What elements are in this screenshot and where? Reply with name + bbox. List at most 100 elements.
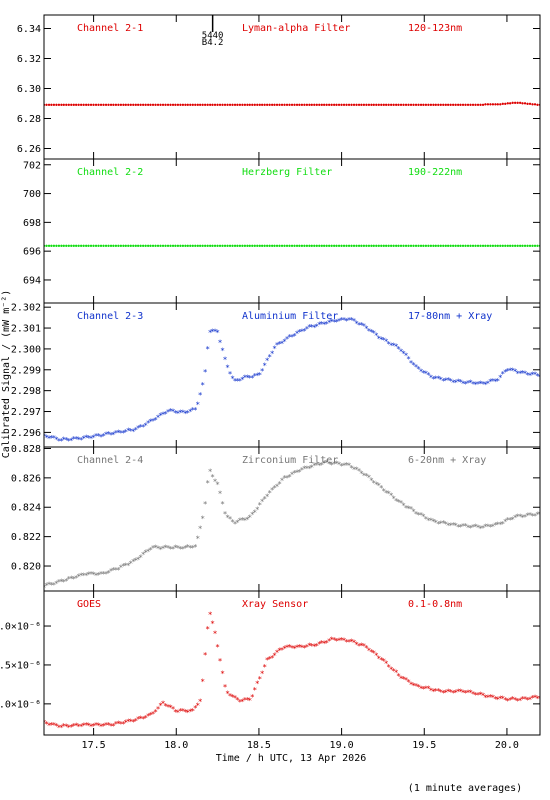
data-point: • <box>270 101 275 110</box>
data-point: * <box>411 361 416 370</box>
data-point: * <box>153 416 158 425</box>
data-point: • <box>61 242 66 251</box>
data-point: * <box>419 511 424 520</box>
data-point: * <box>287 333 292 342</box>
data-point: • <box>416 101 421 110</box>
data-point: * <box>205 479 210 488</box>
data-point: • <box>265 242 270 251</box>
x-tick-label: 18.0 <box>164 740 188 751</box>
data-point: * <box>329 461 334 470</box>
data-point: • <box>490 101 495 110</box>
data-point: * <box>292 332 297 341</box>
data-point: * <box>485 694 490 703</box>
data-point: • <box>153 242 158 251</box>
series-4: ****************************************… <box>44 459 543 591</box>
data-point: * <box>66 437 71 446</box>
data-point: • <box>91 242 96 251</box>
data-point: * <box>123 428 128 437</box>
data-point: * <box>143 422 148 431</box>
data-point: * <box>538 510 543 519</box>
data-point: • <box>153 101 158 110</box>
data-point: • <box>146 242 151 251</box>
data-point: * <box>414 682 419 691</box>
data-point: • <box>339 101 344 110</box>
data-point: • <box>47 101 52 110</box>
data-point: * <box>203 651 208 660</box>
data-point: • <box>285 101 290 110</box>
data-point: • <box>89 101 94 110</box>
data-point: * <box>185 709 190 718</box>
channel-label: GOES <box>77 599 101 610</box>
data-point: • <box>121 101 126 110</box>
data-point: • <box>91 101 96 110</box>
data-point: * <box>309 323 314 332</box>
data-point: • <box>423 242 428 251</box>
data-point: • <box>193 242 198 251</box>
data-point: * <box>74 435 79 444</box>
data-point: • <box>94 101 99 110</box>
data-point: * <box>448 688 453 697</box>
data-point: • <box>113 242 118 251</box>
data-point: * <box>468 524 473 533</box>
data-point: • <box>366 101 371 110</box>
data-point: * <box>426 517 431 526</box>
data-point: * <box>396 672 401 681</box>
data-point: • <box>94 242 99 251</box>
data-point: * <box>86 571 91 580</box>
data-point: • <box>490 242 495 251</box>
data-point: • <box>282 242 287 251</box>
data-point: * <box>106 721 111 730</box>
data-point: * <box>354 320 359 329</box>
data-point: • <box>411 101 416 110</box>
data-point: • <box>213 101 218 110</box>
data-point: * <box>69 575 74 584</box>
data-point: * <box>426 371 431 380</box>
data-point: • <box>327 242 332 251</box>
data-point: • <box>42 242 47 251</box>
panel-frame <box>43 590 541 736</box>
data-point: • <box>118 101 123 110</box>
data-point: * <box>280 646 285 655</box>
data-point: * <box>121 562 126 571</box>
data-point: • <box>188 242 193 251</box>
data-point: • <box>344 242 349 251</box>
y-tick-label: 0.820 <box>11 562 41 573</box>
data-point: * <box>423 369 428 378</box>
data-point: • <box>168 101 173 110</box>
data-point: * <box>76 436 81 445</box>
data-point: * <box>104 431 109 440</box>
data-point: • <box>374 101 379 110</box>
data-point: • <box>471 242 476 251</box>
data-point: * <box>518 369 523 378</box>
data-point: * <box>94 572 99 581</box>
data-point: * <box>190 707 195 716</box>
data-point: • <box>396 242 401 251</box>
data-point: • <box>173 242 178 251</box>
data-point: • <box>59 242 64 251</box>
data-point: * <box>468 688 473 697</box>
data-point: * <box>123 562 128 571</box>
data-point: * <box>476 691 481 700</box>
data-point: • <box>332 242 337 251</box>
data-point: • <box>158 101 163 110</box>
data-point: • <box>218 242 223 251</box>
data-point: * <box>466 689 471 698</box>
data-point: * <box>180 409 185 418</box>
data-point: * <box>347 316 352 325</box>
data-point: * <box>275 483 280 492</box>
data-point: * <box>133 717 138 726</box>
y-tick-label: 3.0×10⁻⁶ <box>0 699 41 710</box>
data-point: * <box>188 407 193 416</box>
data-point: * <box>515 697 520 706</box>
data-point: * <box>161 700 166 709</box>
data-point: * <box>94 721 99 730</box>
data-point: • <box>205 101 210 110</box>
band-label: 17-80nm + Xray <box>408 311 492 322</box>
data-point: * <box>198 524 203 533</box>
data-point: * <box>89 570 94 579</box>
data-point: * <box>235 519 240 528</box>
data-point: * <box>433 519 438 528</box>
data-point: • <box>235 242 240 251</box>
data-point: * <box>255 372 260 381</box>
data-point: * <box>148 711 153 720</box>
